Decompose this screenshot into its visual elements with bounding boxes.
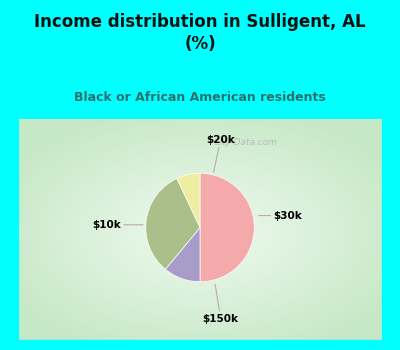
- Wedge shape: [166, 228, 200, 282]
- Bar: [0, 340, 400, 350]
- Text: $150k: $150k: [203, 285, 239, 324]
- Text: $20k: $20k: [206, 135, 235, 172]
- Text: $10k: $10k: [92, 220, 143, 230]
- Wedge shape: [177, 173, 200, 228]
- Wedge shape: [200, 173, 254, 282]
- Text: Black or African American residents: Black or African American residents: [74, 91, 326, 104]
- Bar: [0, 119, 18, 350]
- Wedge shape: [146, 178, 200, 269]
- Text: Income distribution in Sulligent, AL
(%): Income distribution in Sulligent, AL (%): [34, 13, 366, 54]
- Bar: [382, 119, 400, 350]
- Text: $30k: $30k: [258, 211, 302, 220]
- Text: City-Data.com: City-Data.com: [214, 138, 278, 147]
